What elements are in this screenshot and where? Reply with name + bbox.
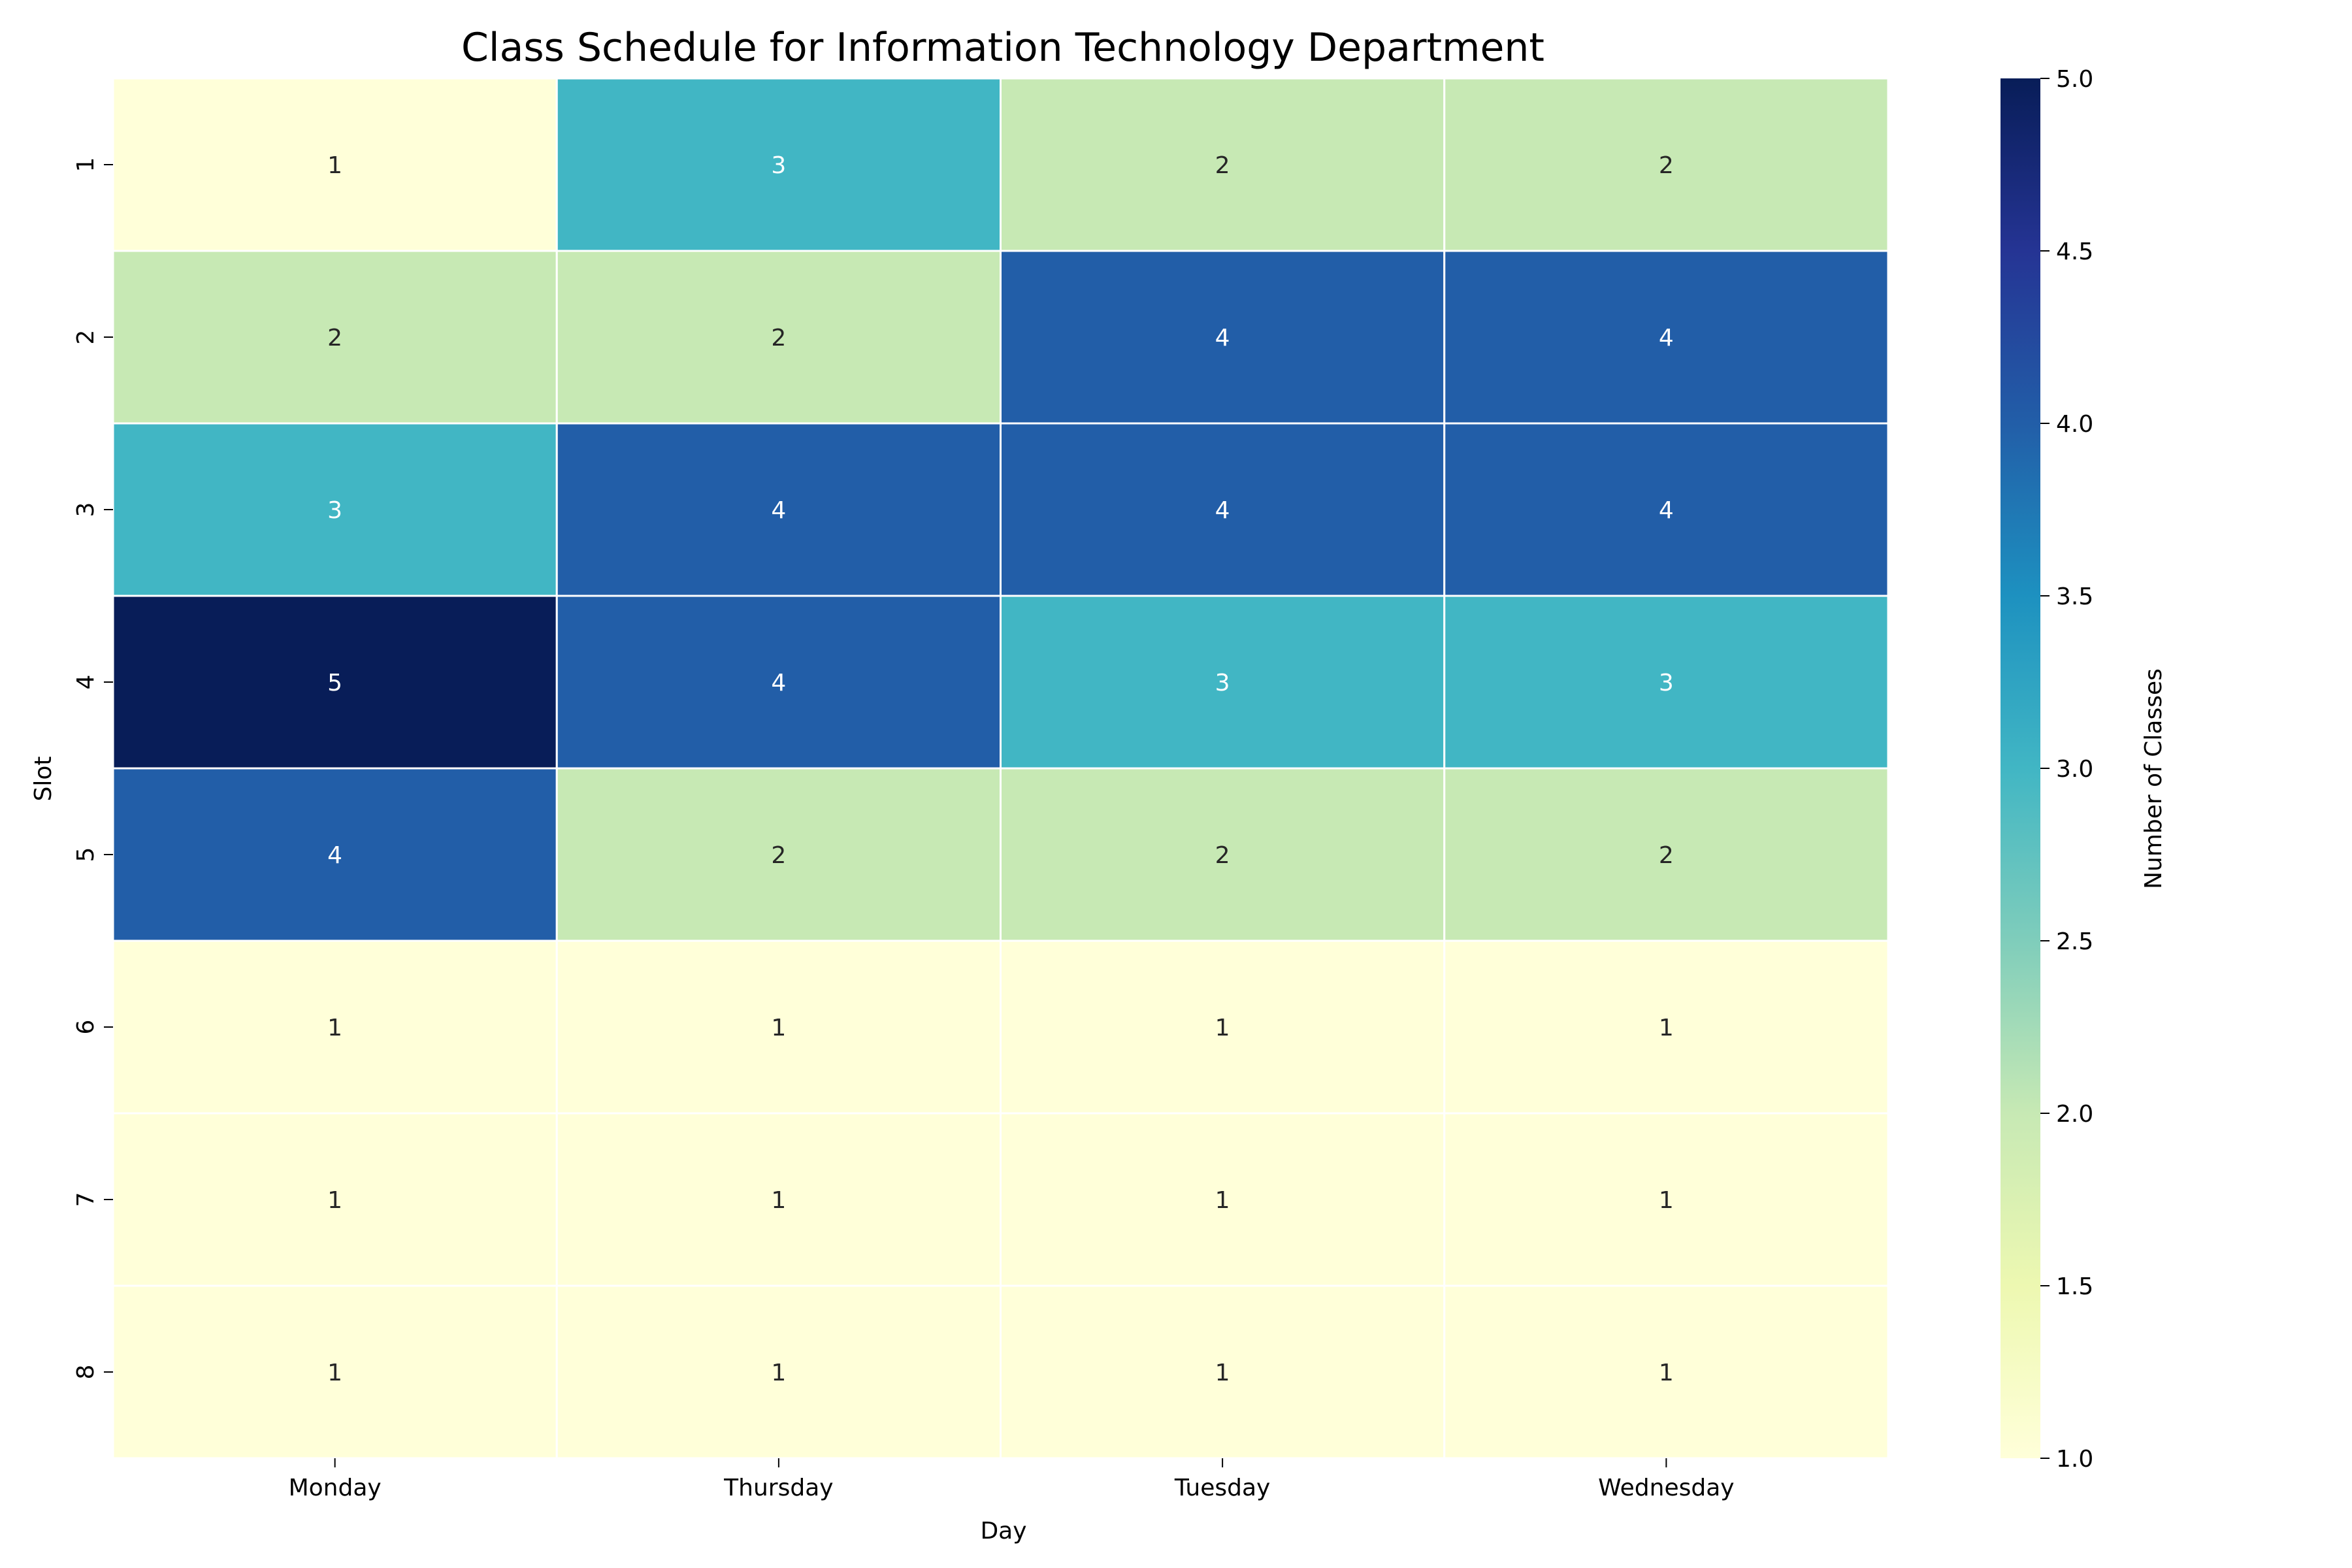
heatmap-cell [1443, 595, 1889, 770]
heatmap-cell [555, 422, 1002, 597]
colorbar-tick-label: 3.0 [2056, 756, 2093, 783]
cell-value-label: 4 [771, 497, 786, 524]
cell-value-label: 2 [1659, 152, 1674, 179]
cell-value-label: 2 [1659, 842, 1674, 869]
heatmap-cell [112, 595, 558, 770]
cell-value-label: 1 [327, 1187, 342, 1214]
cell-value-label: 1 [1215, 1015, 1230, 1041]
cell-value-label: 4 [327, 842, 342, 869]
cell-value-label: 1 [1215, 1187, 1230, 1214]
cell-value-label: 1 [771, 1187, 786, 1214]
heatmap-cell [1443, 939, 1889, 1115]
heatmap-cell [1000, 767, 1446, 942]
cell-value-label: 2 [1215, 842, 1230, 869]
cell-value-label: 1 [327, 1360, 342, 1386]
heatmap-cell [112, 939, 558, 1115]
y-tick-label: 6 [73, 1020, 99, 1035]
cell-value-label: 1 [327, 1015, 342, 1041]
cell-value-label: 2 [1215, 152, 1230, 179]
cell-value-label: 2 [771, 842, 786, 869]
cell-value-label: 4 [1659, 325, 1674, 351]
x-axis-label: Day [980, 1518, 1026, 1544]
colorbar-tick-label: 4.0 [2056, 411, 2093, 438]
cell-value-label: 4 [1659, 497, 1674, 524]
colorbar-tick-label: 4.5 [2056, 238, 2093, 265]
heatmap-cell [1000, 1284, 1446, 1460]
y-tick-label: 8 [73, 1365, 99, 1380]
colorbar-tick-label: 1.5 [2056, 1273, 2093, 1300]
heatmap-cell [1000, 77, 1446, 252]
cell-value-label: 1 [1659, 1187, 1674, 1214]
heatmap-cell [112, 250, 558, 425]
colorbar-tick-label: 5.0 [2056, 66, 2093, 93]
cell-value-label: 4 [771, 670, 786, 696]
colorbar-axis: 1.0 1.5 2.0 2.5 3.0 3.5 4.0 4.5 5.0 [2040, 66, 2093, 1473]
colorbar-tick-label: 2.5 [2056, 928, 2093, 955]
heatmap-cell [1443, 77, 1889, 252]
heatmap-cell [1443, 767, 1889, 942]
y-tick-label: 5 [73, 847, 99, 862]
cell-value-label: 1 [771, 1360, 786, 1386]
heatmap-cell [555, 595, 1002, 770]
cell-value-label: 1 [1659, 1015, 1674, 1041]
cell-value-label: 1 [1659, 1360, 1674, 1386]
colorbar-tick-label: 1.0 [2056, 1446, 2093, 1473]
cell-value-label: 5 [327, 670, 342, 696]
heatmap-cell [1000, 939, 1446, 1115]
x-tick-label: Thursday [723, 1475, 833, 1501]
heatmap-cell [112, 77, 558, 252]
cell-value-label: 4 [1215, 325, 1230, 351]
cell-value-label: 3 [771, 152, 786, 179]
cell-value-label: 2 [771, 325, 786, 351]
heatmap-cell [1443, 1112, 1889, 1287]
colorbar-tick-label: 2.0 [2056, 1101, 2093, 1128]
heatmap-cell [112, 767, 558, 942]
heatmap-cell [555, 767, 1002, 942]
colorbar [2001, 78, 2040, 1458]
x-tick-label: Monday [289, 1475, 382, 1501]
heatmap-cell [1443, 422, 1889, 597]
y-axis-label: Slot [30, 757, 57, 802]
heatmap-cell [1443, 250, 1889, 425]
x-tick-label: Tuesday [1174, 1475, 1270, 1501]
y-tick-label: 2 [73, 330, 99, 345]
chart-title: Class Schedule for Information Technolog… [461, 25, 1544, 71]
y-tick-label: 7 [73, 1192, 99, 1207]
y-tick-label: 1 [73, 157, 99, 172]
cell-value-label: 1 [1215, 1360, 1230, 1386]
colorbar-tick-label: 3.5 [2056, 583, 2093, 610]
x-axis: Monday Thursday Tuesday Wednesday [289, 1458, 1735, 1501]
cell-value-label: 3 [1215, 670, 1230, 696]
heatmap-cell [555, 77, 1002, 252]
x-tick-label: Wednesday [1598, 1475, 1734, 1501]
cell-value-label: 3 [1659, 670, 1674, 696]
heatmap-cell [555, 939, 1002, 1115]
heatmap-cell [1000, 1112, 1446, 1287]
heatmap-cells: 1 3 2 2 2 2 4 4 3 4 4 4 5 4 3 3 4 2 2 2 1 1 1 1 1 1 1 1 1 1 1 1 [112, 77, 1889, 1460]
y-axis: 1 2 3 4 5 6 7 8 [73, 157, 113, 1380]
y-tick-label: 4 [73, 675, 99, 690]
heatmap-cell [112, 1284, 558, 1460]
cell-value-label: 2 [327, 325, 342, 351]
heatmap-cell [112, 1112, 558, 1287]
cell-value-label: 1 [327, 152, 342, 179]
cell-value-label: 4 [1215, 497, 1230, 524]
heatmap-cell [1000, 595, 1446, 770]
cell-value-label: 3 [327, 497, 342, 524]
colorbar-label: Number of Classes [2140, 668, 2167, 889]
heatmap-cell [555, 250, 1002, 425]
y-tick-label: 3 [73, 502, 99, 517]
cell-value-label: 1 [771, 1015, 786, 1041]
